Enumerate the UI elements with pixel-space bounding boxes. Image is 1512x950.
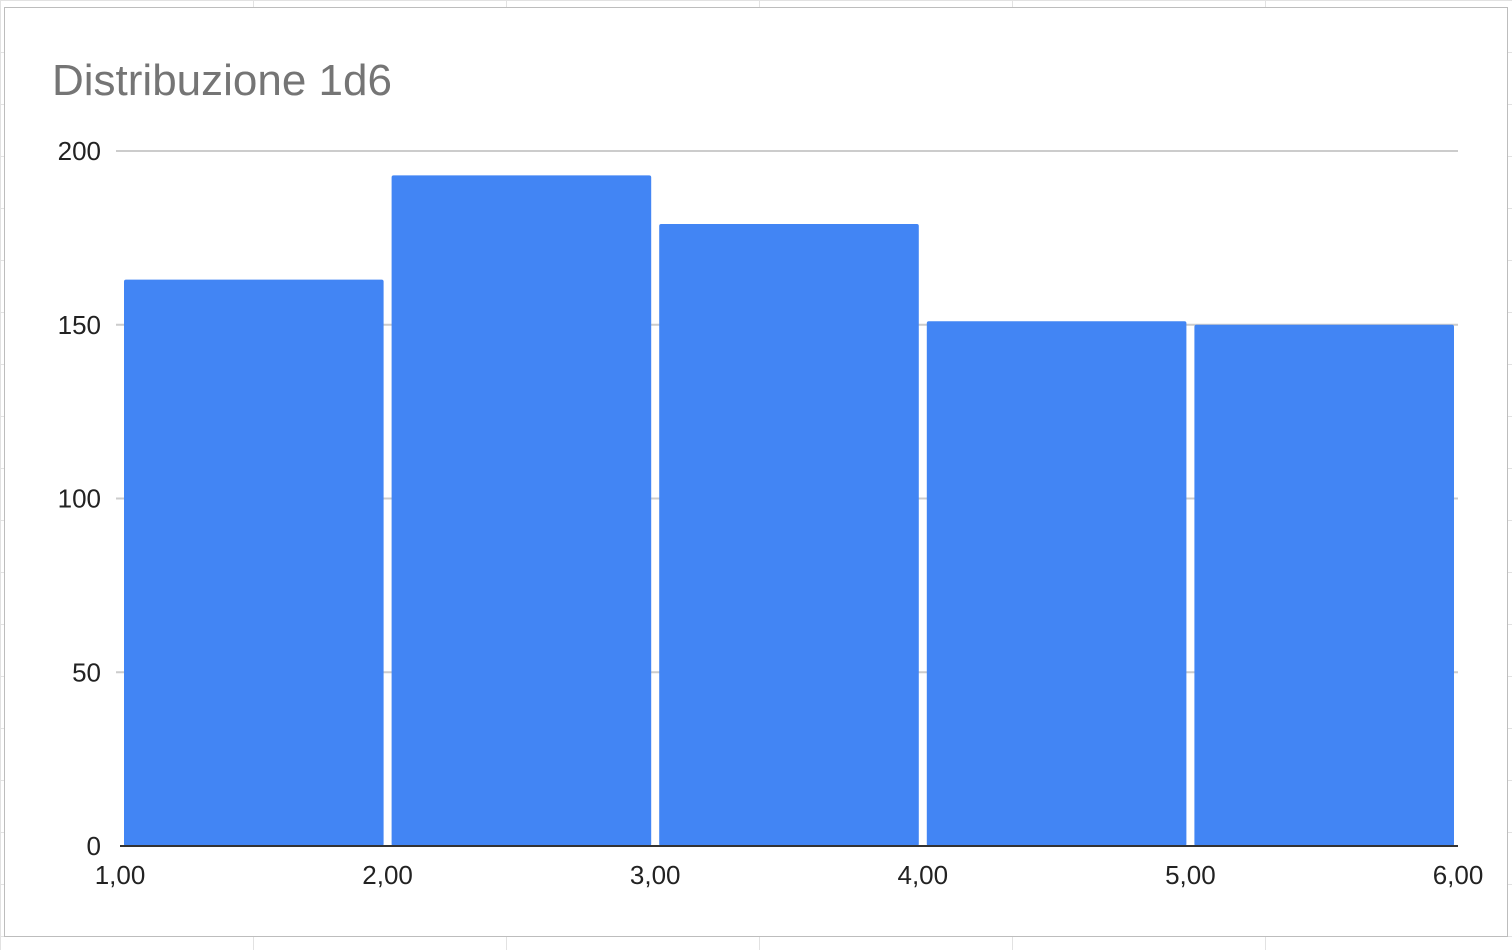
histogram-bar[interactable]	[659, 223, 919, 847]
histogram-bar[interactable]	[391, 175, 652, 846]
y-tick-label: 100	[58, 484, 101, 514]
histogram-bar[interactable]	[1194, 324, 1454, 846]
tick-labels: 0 50 100 150 200 1,00 2,00 3,00 4,00 5,00 6,00	[58, 136, 1484, 890]
chart-title: Distribuzione 1d6	[52, 56, 392, 105]
y-tick-label: 0	[87, 831, 101, 861]
bars	[124, 175, 1454, 847]
histogram-bar[interactable]	[124, 279, 384, 846]
y-tick-label: 200	[58, 136, 101, 166]
x-tick-label: 5,00	[1165, 860, 1216, 890]
x-tick-label: 4,00	[897, 860, 948, 890]
x-tick-label: 3,00	[630, 860, 681, 890]
x-tick-label: 2,00	[362, 860, 413, 890]
y-tick-label: 50	[72, 657, 101, 687]
y-tick-label: 150	[58, 310, 101, 340]
x-tick-label: 6,00	[1433, 860, 1484, 890]
histogram-bar[interactable]	[926, 321, 1187, 846]
x-tick-label: 1,00	[95, 860, 146, 890]
